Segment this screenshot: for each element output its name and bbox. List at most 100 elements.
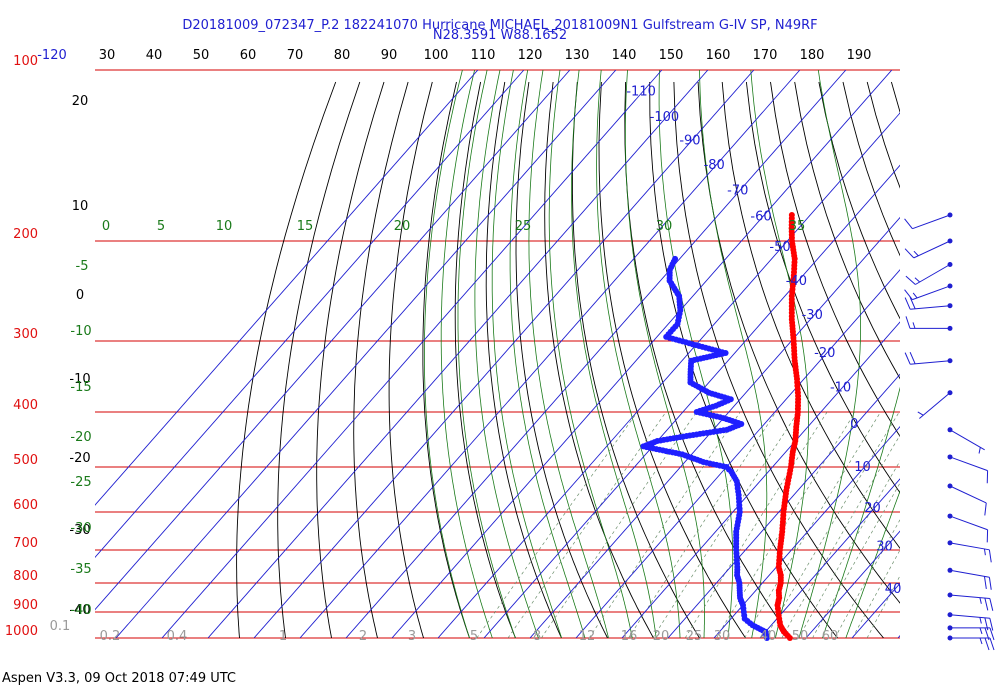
isotherm-label: -100 (650, 110, 680, 125)
chart-title: D20181009_072347_P.2 182241070 Hurricane… (182, 18, 817, 33)
top-axis-label: 180 (800, 48, 825, 63)
pressure-tick-label: 400 (13, 398, 38, 413)
isotherm-line (253, 70, 755, 638)
isotherm-label: 30 (876, 539, 893, 554)
mixing-ratio-line (684, 411, 828, 638)
moist-adiabat-line (457, 70, 516, 638)
mixing-ratio-label: 25 (686, 629, 703, 644)
wind-barb-flag (988, 549, 992, 563)
isotherm-line (161, 70, 663, 638)
top-axis-label: 50 (193, 48, 210, 63)
wind-barb-staff (949, 542, 990, 551)
moist-adiabat-label: 5 (157, 219, 165, 234)
moist-adiabat-label: 15 (297, 219, 314, 234)
wind-barb-flag (989, 637, 995, 651)
dry-adiabat-line (571, 81, 701, 638)
top-axis-label: 140 (612, 48, 637, 63)
isotherm-line (115, 70, 617, 638)
dry-adiabat-line (770, 81, 900, 438)
wind-barb-half-flag (979, 637, 983, 645)
wind-barb-half-flag (979, 617, 982, 624)
pressure-tick-label: 900 (13, 598, 38, 613)
dry-adiabat-line (866, 81, 900, 189)
isotherm-line (851, 582, 900, 638)
mixing-ratio-label: 20 (653, 629, 670, 644)
wind-barb-flag (984, 637, 990, 651)
isotherm-line (207, 70, 709, 638)
isotherm-label: -70 (727, 184, 748, 199)
mixing-ratio-line (652, 411, 799, 638)
isotherm-line (299, 70, 801, 638)
wind-barb-flag (904, 289, 913, 300)
top-axis-label: 190 (847, 48, 872, 63)
mixing-ratio-label: 0.4 (167, 629, 188, 644)
isotherm-line (437, 112, 900, 638)
top-axis-label: 30 (99, 48, 116, 63)
moist-adiabat-line (596, 70, 681, 638)
top-axis-label: 130 (565, 48, 590, 63)
top-axis-label: 170 (753, 48, 778, 63)
mixing-ratio-line (744, 411, 881, 638)
moist-adiabat-line (509, 70, 586, 638)
moist-adiabat-label: 10 (216, 219, 233, 234)
dry-adiabat-line (598, 81, 747, 638)
wind-barb-flag (904, 248, 915, 259)
wind-barb-half-flag (983, 548, 986, 556)
isotherm-label: -110 (626, 84, 656, 99)
dry-adiabat-line (988, 82, 1000, 650)
mixing-ratio-label: 60 (822, 629, 839, 644)
top-axis-label: 160 (706, 48, 731, 63)
pressure-tick-label: 600 (13, 498, 38, 513)
dry-adiabat-line (697, 81, 900, 604)
moist-adiabat-line (625, 70, 705, 638)
mixing-ratio-line (476, 411, 638, 638)
wind-barbs (904, 212, 995, 651)
top-axis-label: 120 (518, 48, 543, 63)
dry-adiabat-line (916, 82, 1000, 650)
mixing-ratio-lines (476, 411, 900, 638)
mixing-ratio-line (798, 460, 900, 638)
wind-barb-half-flag (913, 250, 919, 257)
moist-adiabat-line (658, 70, 734, 638)
wind-barb-half-flag (912, 292, 918, 299)
dry-adiabat-label: -40 (69, 603, 90, 618)
moist-adiabat-label: 20 (394, 219, 411, 234)
wind-barb-staff (910, 305, 951, 310)
wind-barb-half-flag (979, 597, 982, 604)
pressure-tick-label: 800 (13, 569, 38, 584)
wind-barb-staff (949, 456, 988, 472)
dry-adiabat-line (422, 81, 470, 638)
mixing-ratio-label: 2 (359, 629, 367, 644)
isotherm-label: 10 (854, 460, 871, 475)
dry-adiabat-line (236, 81, 337, 638)
wind-barb-flag (989, 618, 994, 631)
mixing-ratio-label: 0.1 (50, 619, 71, 634)
mixing-ratio-label: 5 (470, 629, 478, 644)
wind-barb-half-flag (917, 411, 924, 416)
isotherm-line (667, 373, 900, 638)
mixing-ratio-label: 50 (792, 629, 809, 644)
mixing-ratio-line (588, 411, 741, 638)
wind-barb-staff (949, 594, 990, 599)
moist-adiabat-line (798, 70, 862, 638)
pressure-tick-label: 200 (13, 227, 38, 242)
mixing-ratio-label: 40 (760, 629, 777, 644)
wind-barb-staff (919, 392, 951, 419)
wind-barb-half-flag (978, 447, 981, 454)
isotherm-line (759, 478, 900, 638)
moist-adiabat-line (821, 386, 900, 638)
mixing-ratio-line (852, 549, 900, 638)
moist-adiabat-label: -30 (70, 521, 91, 536)
moist-adiabat-line (424, 70, 470, 638)
isotherm-label: 20 (864, 501, 881, 516)
dry-adiabat-lines (236, 81, 1000, 650)
top-axis-label: 110 (471, 48, 496, 63)
wind-barb-staff (910, 360, 951, 365)
moist-adiabat-label: -15 (70, 380, 91, 395)
temperature-point (788, 211, 795, 218)
top-axis-label: 70 (287, 48, 304, 63)
dry-adiabat-line (353, 81, 409, 638)
mixing-ratio-label: 1 (279, 629, 287, 644)
dry-adiabat-line (649, 81, 839, 638)
top-axis-label: -120 (37, 48, 67, 63)
